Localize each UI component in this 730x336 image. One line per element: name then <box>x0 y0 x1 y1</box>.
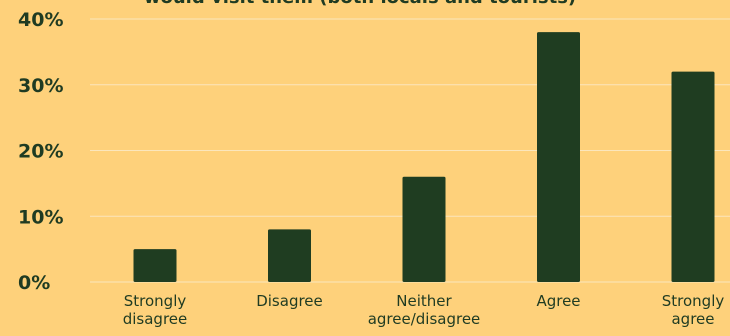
y-tick-label: 40% <box>18 9 63 31</box>
x-tick-label: Disagree <box>256 292 323 310</box>
x-tick-label: Agree <box>536 292 580 310</box>
bar <box>268 229 311 282</box>
bar <box>537 32 580 283</box>
x-tick-label: Strongly agree <box>662 292 725 328</box>
y-tick-label: 30% <box>18 75 63 97</box>
x-axis: Strongly disagree Disagree Neither agree/dis… <box>123 292 725 328</box>
y-axis: 0% 10% 20% 30% 40% <box>18 9 63 294</box>
chart-title: would visit them (both locals and touris… <box>144 0 576 8</box>
gridlines <box>90 18 730 283</box>
y-tick-label: 10% <box>18 206 63 228</box>
y-tick-label: 20% <box>18 141 63 163</box>
bar <box>402 176 446 282</box>
x-tick-label: Neither agree/disagree <box>368 292 481 328</box>
bar <box>133 249 177 282</box>
x-tick-label: Strongly disagree <box>123 292 188 328</box>
y-tick-label: 0% <box>18 272 50 294</box>
bars <box>133 32 715 283</box>
bar <box>671 71 715 282</box>
